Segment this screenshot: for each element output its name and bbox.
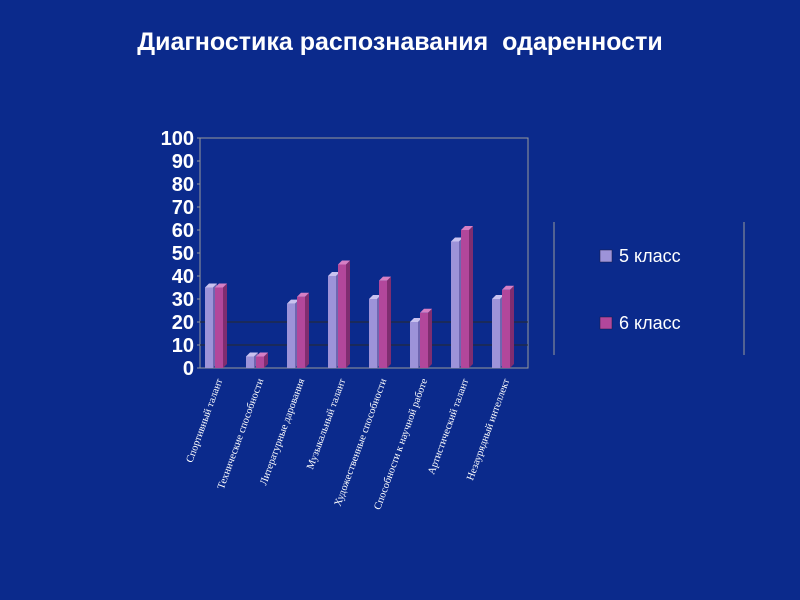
bar-front: [502, 289, 510, 368]
y-tick-label: 30: [172, 289, 194, 311]
plot-area-border: [199, 137, 529, 369]
bar-series-6: [256, 352, 268, 368]
y-tick-label: 100: [161, 128, 194, 150]
bar-front: [287, 303, 295, 368]
x-category-label: Незаурядный интеллект: [465, 377, 512, 482]
legend-swatch: [599, 316, 613, 330]
legend-swatch: [599, 249, 613, 263]
y-tick-label: 20: [172, 312, 194, 334]
y-tick-label: 0: [183, 358, 194, 380]
bar-side: [346, 260, 350, 368]
bar-front: [215, 287, 223, 368]
x-category-label: Литературные дарования: [258, 377, 307, 487]
legend-label: 5 класс: [619, 246, 681, 266]
bar-front: [338, 264, 346, 368]
bar-front: [256, 356, 264, 368]
bar-top: [502, 285, 514, 290]
bar-top: [215, 283, 227, 288]
bar-side: [469, 226, 473, 368]
bar-front: [461, 230, 469, 368]
slide-title: Диагностика распознавания одаренности: [137, 28, 663, 56]
y-tick-label: 90: [172, 151, 194, 173]
bar-front: [379, 280, 387, 368]
bar-front: [246, 356, 254, 368]
bar-front: [451, 241, 459, 368]
bar-front: [369, 299, 377, 368]
bar-series-6: [502, 285, 514, 368]
bar-top: [379, 276, 391, 281]
bar-top: [461, 226, 473, 230]
bar-side: [305, 292, 309, 368]
bar-front: [205, 287, 213, 368]
bar-side: [223, 283, 227, 368]
bar-top: [328, 272, 340, 276]
bar-front: [328, 276, 336, 368]
bar-side: [510, 285, 514, 368]
bar-series-6: [338, 260, 350, 368]
y-tick-label: 50: [172, 243, 194, 265]
bar-top: [338, 260, 350, 265]
x-category-label: Технические способности: [216, 377, 266, 491]
x-category-label: Музыкальный талант: [305, 377, 348, 471]
legend: 5 класс 6 класс: [553, 222, 745, 355]
gridlines: [200, 321, 528, 346]
bar-front: [297, 296, 305, 368]
bar-top: [246, 352, 258, 357]
legend-label: 6 класс: [619, 313, 681, 333]
y-tick-label: 40: [172, 266, 194, 288]
bar-top: [287, 299, 299, 304]
bar-front: [492, 299, 500, 368]
bar-top: [369, 295, 381, 299]
y-tick-label: 10: [172, 335, 194, 357]
bar-side: [387, 276, 391, 368]
bar-top: [205, 283, 217, 288]
bar-top: [420, 308, 432, 313]
bar-top: [492, 295, 504, 299]
bar-series-6: [215, 283, 227, 368]
bar-side: [264, 352, 268, 368]
y-tick-label: 80: [172, 174, 194, 196]
bar-side: [428, 308, 432, 368]
x-category-label: Артистический талант: [426, 377, 471, 476]
bar-series-6: [461, 226, 473, 368]
bar-series-6: [297, 292, 309, 368]
bar-top: [256, 352, 268, 357]
y-tick-label: 60: [172, 220, 194, 242]
bar-front: [410, 322, 418, 368]
plot-frame: [199, 137, 529, 369]
bar-front: [420, 312, 428, 368]
y-tick-label: 70: [172, 197, 194, 219]
bar-top: [451, 237, 463, 242]
bar-series-6: [379, 276, 391, 368]
bar-top: [297, 292, 309, 297]
bar-series-6: [420, 308, 432, 368]
x-category-label: Спортивный талант: [185, 377, 226, 464]
bars: [205, 226, 514, 368]
bar-top: [410, 318, 422, 322]
